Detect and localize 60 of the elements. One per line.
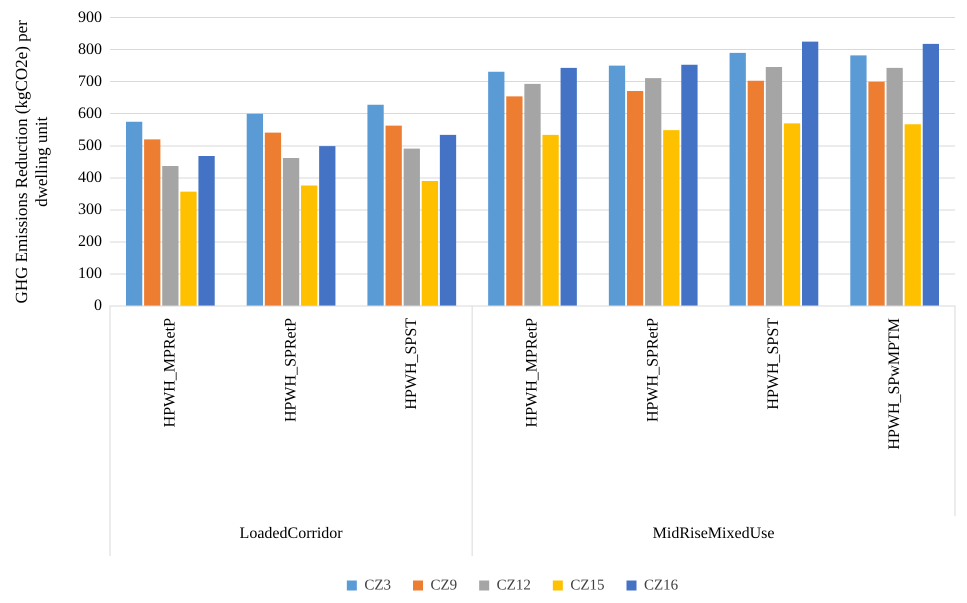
bar [126, 122, 142, 306]
bar [784, 123, 800, 306]
bar [748, 80, 764, 306]
bar [524, 84, 541, 306]
y-tick-label: 600 [78, 104, 102, 122]
y-tick-label: 200 [78, 233, 102, 250]
x-tick-label: HPWH_SPST [765, 318, 782, 410]
bar [850, 55, 867, 306]
bar [440, 134, 456, 306]
legend-label: CZ12 [496, 577, 531, 594]
legend-label: CZ15 [570, 577, 605, 594]
y-tick-label: 500 [78, 136, 102, 154]
y-tick-label: 0 [94, 297, 102, 314]
legend-label: CZ9 [430, 577, 458, 594]
bar [282, 158, 300, 306]
legend-label: CZ3 [364, 577, 392, 594]
bar [144, 139, 160, 306]
bar [681, 64, 698, 306]
x-tick-label: HPWH_SPRetP [644, 318, 662, 422]
bar [404, 148, 420, 306]
bar [488, 72, 504, 306]
bar [301, 186, 318, 306]
bar [645, 78, 662, 306]
y-tick-label: 100 [78, 265, 102, 282]
y-tick-label: 400 [78, 169, 102, 186]
bar [663, 130, 680, 306]
legend-label: CZ16 [644, 577, 679, 594]
bar [264, 132, 282, 306]
bar [766, 66, 782, 306]
bar [868, 82, 885, 306]
x-tick-label: HPWH_SPRetP [282, 318, 300, 422]
bar [904, 124, 921, 306]
bar [506, 96, 523, 306]
y-tick-label: 300 [78, 201, 102, 218]
bar [730, 52, 746, 306]
bar [198, 156, 215, 306]
bar [180, 192, 197, 306]
bar [162, 166, 179, 306]
bar [626, 90, 644, 306]
x-tick-label: HPWH_MPRetP [162, 318, 179, 428]
bar [560, 68, 577, 306]
bar [802, 42, 818, 306]
x-tick-label: HPWH_SPwMPTM [886, 318, 903, 450]
bar [246, 114, 264, 306]
bar [422, 181, 438, 306]
bar [319, 146, 336, 306]
x-tick-label: HPWH_SPST [402, 318, 420, 410]
text: LoadedCorridor [240, 525, 344, 542]
bar [608, 66, 626, 306]
x-tick-label: HPWH_MPRetP [524, 318, 541, 428]
bar [542, 134, 559, 306]
bar [367, 104, 384, 306]
text: MidRiseMixedUse [652, 525, 774, 542]
y-tick-label: 800 [78, 40, 102, 58]
y-tick-label: 900 [78, 8, 102, 26]
y-axis-title: GHG Emissions Reduction (kgCO2e) per dwelling unit [12, 20, 51, 304]
bar [386, 126, 402, 306]
bar [886, 68, 903, 306]
bar [922, 44, 940, 306]
y-tick-label: 700 [78, 72, 102, 90]
